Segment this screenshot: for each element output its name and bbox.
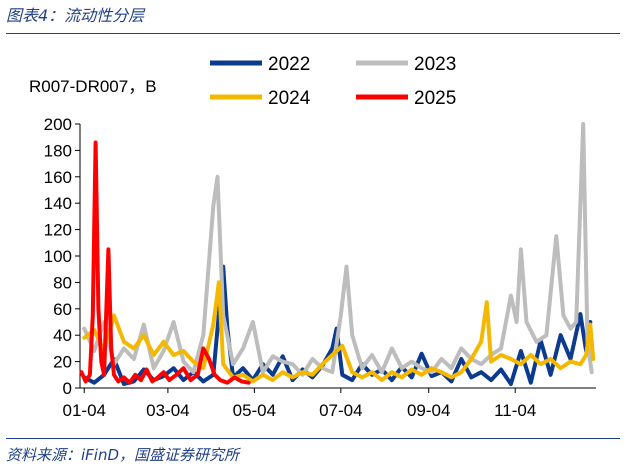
title-rule	[6, 33, 620, 34]
x-tick-label: 05-04	[233, 401, 276, 420]
footer-rule	[6, 438, 620, 439]
x-tick-label: 03-04	[146, 401, 189, 420]
y-tick-label: 180	[44, 141, 72, 160]
y-tick-label: 160	[44, 168, 72, 187]
legend-label-2023: 2023	[414, 54, 456, 75]
x-tick-label: 09-04	[407, 401, 450, 420]
y-axis-label: R007-DR007，B	[29, 77, 157, 96]
y-tick-label: 100	[44, 247, 72, 266]
y-tick-label: 20	[53, 353, 72, 372]
line-chart: 2022 2023 2024 2025 R007-DR007，B 0 20 40 60 80 1…	[29, 54, 596, 420]
y-axis: 0 20 40 60 80 100 120 140 160 180 200	[44, 115, 81, 398]
series-lines	[79, 122, 596, 386]
chart-legend: 2022 2023 2024 2025	[210, 54, 456, 109]
legend-label-2025: 2025	[414, 88, 456, 109]
y-tick-label: 120	[44, 221, 72, 240]
source-note: 资料来源：iFinD，国盛证券研究所	[6, 446, 240, 464]
x-tick-label: 01-04	[63, 401, 106, 420]
y-tick-label: 60	[53, 300, 72, 319]
series-line-2023	[82, 122, 594, 377]
legend-label-2022: 2022	[268, 54, 310, 75]
legend-label-2024: 2024	[268, 88, 311, 109]
y-tick-label: 200	[44, 115, 72, 134]
x-tick-label: 11-04	[494, 401, 536, 420]
y-tick-label: 40	[53, 326, 72, 345]
y-tick-label: 80	[53, 273, 72, 292]
series-line-2022	[82, 264, 593, 386]
x-tick-label: 07-04	[319, 401, 362, 420]
y-tick-label: 0	[63, 379, 72, 398]
x-axis: 01-04 03-04 05-04 07-04 09-04 11-04	[63, 387, 596, 420]
figure-title: 图表4：流动性分层	[6, 6, 145, 25]
series-line-2024	[82, 280, 596, 384]
y-tick-label: 140	[44, 194, 72, 213]
series-line-2025	[79, 140, 251, 385]
